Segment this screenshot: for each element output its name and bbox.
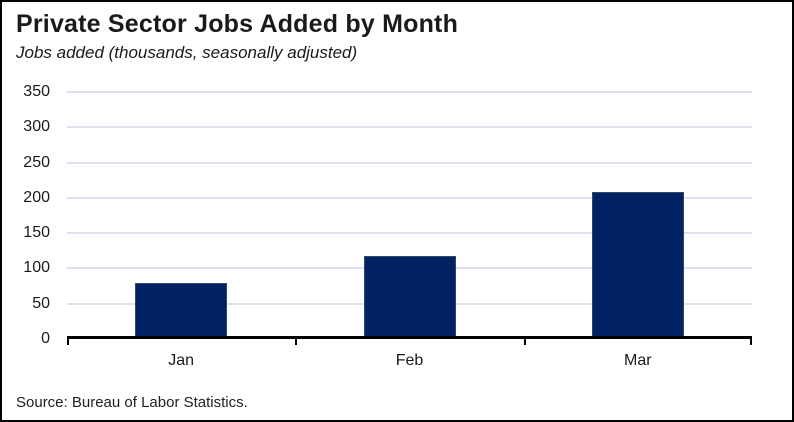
x-axis-line bbox=[67, 336, 752, 339]
y-tick-label-0: 0 bbox=[41, 330, 50, 347]
gridline-200 bbox=[67, 196, 752, 199]
y-tick-label-150: 150 bbox=[23, 224, 50, 242]
y-tick-label-100: 100 bbox=[23, 259, 50, 277]
y-tick-label-250: 250 bbox=[23, 153, 50, 171]
x-axis-tick-3 bbox=[750, 336, 752, 345]
y-tick-label-50: 50 bbox=[32, 294, 50, 312]
x-tick-label-jan: Jan bbox=[168, 352, 195, 369]
x-axis-tick-0 bbox=[67, 336, 69, 345]
bar-mar bbox=[591, 191, 684, 339]
x-axis-tick-2 bbox=[523, 336, 526, 345]
source-note: Source: Bureau of Labor Statistics. bbox=[16, 394, 248, 411]
y-tick-label-350: 350 bbox=[23, 83, 50, 100]
gridline-350 bbox=[67, 91, 752, 93]
bar-feb bbox=[363, 256, 456, 339]
x-axis-tick-1 bbox=[295, 336, 298, 345]
y-tick-label-200: 200 bbox=[23, 188, 50, 206]
gridline-250 bbox=[67, 161, 752, 164]
x-tick-label-mar: Mar bbox=[624, 352, 652, 369]
plot-area bbox=[67, 91, 752, 339]
chart-title: Private Sector Jobs Added by Month bbox=[16, 10, 459, 38]
y-tick-label-300: 300 bbox=[23, 118, 50, 136]
gridline-300 bbox=[67, 126, 752, 129]
x-tick-label-feb: Feb bbox=[395, 352, 424, 369]
bar-jan bbox=[135, 283, 228, 339]
chart-subtitle: Jobs added (thousands, seasonally adjust… bbox=[16, 43, 358, 62]
gridline-150 bbox=[67, 232, 752, 235]
